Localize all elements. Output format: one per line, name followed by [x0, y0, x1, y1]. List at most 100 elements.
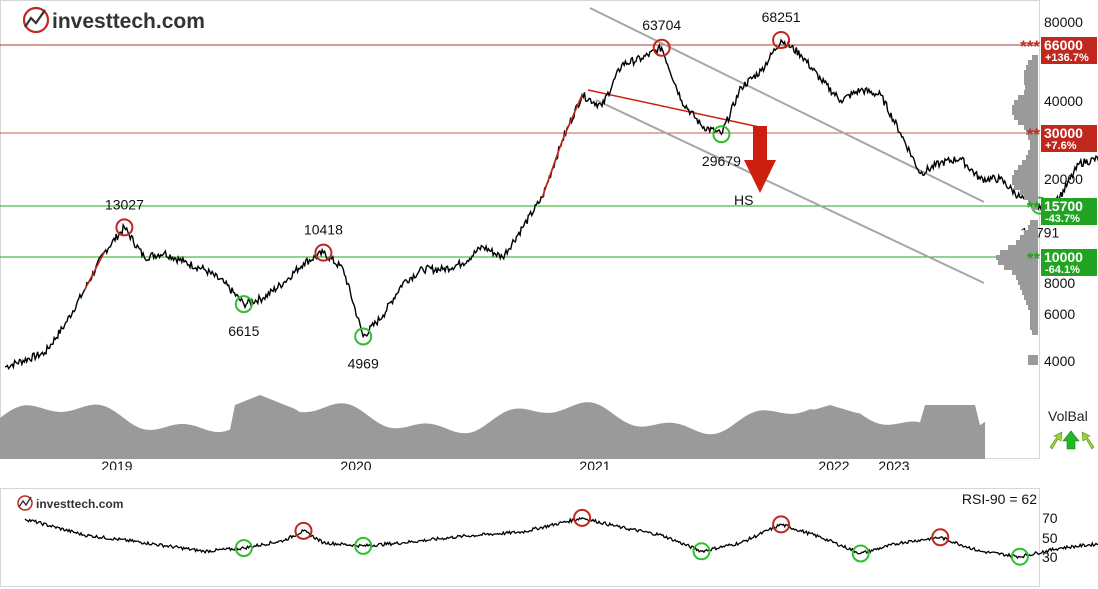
- logo-mark-icon: [22, 6, 50, 34]
- high-marker-circle: [314, 243, 333, 262]
- trend-channel-lower: [595, 99, 985, 284]
- level-change: -43.7%: [1045, 213, 1080, 225]
- rsi-low-circle: [234, 539, 253, 558]
- volume-profile-bar: [1028, 150, 1038, 155]
- level-change: +7.6%: [1045, 140, 1077, 152]
- level-label-box: [1041, 198, 1097, 225]
- volume-profile-bar: [1032, 205, 1038, 210]
- rsi-tick-label: 30: [1042, 549, 1058, 565]
- volume-profile-bar: [1014, 170, 1038, 175]
- level-value: 30000: [1044, 125, 1083, 141]
- hs-neckline: [587, 89, 765, 129]
- x-tick-label: 2022: [818, 458, 849, 470]
- high-marker-circle: [115, 218, 134, 237]
- low-marker-circle: [234, 295, 253, 314]
- level-stars: ***: [1020, 37, 1040, 56]
- volume-profile: [996, 55, 1038, 365]
- volume-profile-bar: [996, 255, 1038, 260]
- level-label-box: [1041, 125, 1097, 152]
- high-marker-circle: [772, 30, 791, 49]
- hs-arrow-icon: [744, 126, 776, 193]
- low-value-label: 4969: [348, 355, 379, 371]
- volume-profile-bar: [1028, 305, 1038, 310]
- x-tick-label: 2021: [579, 458, 610, 470]
- arrow-up-left-icon: [1081, 431, 1095, 450]
- level-stars: **: [1027, 125, 1041, 144]
- volume-profile-bar: [1030, 140, 1038, 145]
- pattern-label: HS: [734, 192, 753, 208]
- level-label-box: [1041, 37, 1097, 64]
- rsi-low-circle: [1010, 547, 1029, 566]
- rsi-line: [24, 517, 1098, 560]
- high-value-label: 63704: [642, 17, 681, 33]
- volume-profile-bar: [1030, 325, 1038, 330]
- rsi-low-circle: [692, 542, 711, 561]
- rsi-high-circle: [772, 515, 791, 534]
- volume-profile-bar: [1030, 320, 1038, 325]
- volume-profile-bar: [1030, 220, 1038, 225]
- volume-profile-bar: [1012, 105, 1038, 110]
- price-line-highlight: [83, 94, 583, 291]
- volume-profile-bar: [1018, 120, 1038, 125]
- high-value-label: 10418: [304, 222, 343, 238]
- rsi-logo-text: investtech.com: [36, 497, 123, 511]
- volume-profile-bar: [1026, 155, 1038, 160]
- rsi-low-circle: [354, 536, 373, 555]
- volume-profile-bar: [1025, 85, 1038, 90]
- high-value-label: 13027: [105, 196, 144, 212]
- volume-profile-bar: [1020, 235, 1038, 240]
- volume-profile-bar: [1024, 295, 1038, 300]
- volume-profile-bar: [1012, 110, 1038, 115]
- x-tick-label: 2020: [340, 458, 371, 470]
- volume-profile-bar: [1030, 315, 1038, 320]
- rsi-tick-label: 50: [1042, 530, 1058, 546]
- volume-profile-bar: [1024, 195, 1038, 200]
- y-axis-ticks: 80000 40000 20000 8000 6000 4000: [1044, 14, 1083, 369]
- volume-profile-bar: [1028, 60, 1038, 65]
- volume-profile-bar: [1028, 200, 1038, 205]
- low-marker-circle: [354, 327, 373, 346]
- volume-profile-bar: [1014, 100, 1038, 105]
- rsi-y-ticks: 70 50 30: [1042, 510, 1058, 565]
- x-tick-label: 2023: [878, 458, 909, 470]
- volume-profile-bar: [1024, 70, 1038, 75]
- volume-profile-bar: [1014, 115, 1038, 120]
- volume-profile-bar: [1000, 250, 1038, 255]
- volume-profile-bar: [1032, 330, 1038, 335]
- investtech-logo: investtech.com: [22, 6, 205, 34]
- volume-profile-bar: [1022, 290, 1038, 295]
- volume-profile-bar: [1026, 130, 1038, 135]
- volume-profile-bar: [1030, 145, 1038, 150]
- level-change: +136.7%: [1045, 52, 1089, 64]
- x-axis-ticks: 2019 2020 2021 2022 2023: [101, 458, 909, 470]
- volume-profile-bar: [1024, 75, 1038, 80]
- volume-profile-bar: [1018, 95, 1038, 100]
- volume-profile-bar: [1028, 355, 1038, 360]
- volume-profile-bar: [1024, 80, 1038, 85]
- rsi-high-circle: [294, 521, 313, 540]
- price-line: [4, 38, 1098, 370]
- logo-chart-icon: [24, 9, 46, 28]
- level-value: 15700: [1044, 198, 1083, 214]
- x-tick-label: 2019: [101, 458, 132, 470]
- volume-profile-bar: [1016, 275, 1038, 280]
- volume-profile-bar: [1026, 300, 1038, 305]
- rsi-logo: investtech.com: [17, 495, 123, 511]
- chart-frame: [0, 0, 1040, 459]
- rsi-high-circle: [931, 528, 950, 547]
- y-tick-label: 4000: [1044, 353, 1075, 369]
- rsi-title: RSI-90 = 62: [962, 491, 1037, 507]
- y-tick-label: 8000: [1044, 275, 1075, 291]
- volbal-label: VolBal: [1048, 408, 1088, 424]
- volbal-arrows: [1049, 430, 1095, 450]
- volume-profile-bar: [1024, 230, 1038, 235]
- y-tick-label: 20000: [1044, 171, 1083, 187]
- rsi-frame: [0, 488, 1040, 587]
- low-value-label: 29679: [702, 153, 741, 169]
- rsi-extreme-markers: [234, 508, 1029, 566]
- high-value-label: 68251: [762, 9, 801, 25]
- volume-profile-bar: [1016, 240, 1038, 245]
- volume-profile-bar: [1014, 185, 1038, 190]
- level-change: -64.1%: [1045, 264, 1080, 276]
